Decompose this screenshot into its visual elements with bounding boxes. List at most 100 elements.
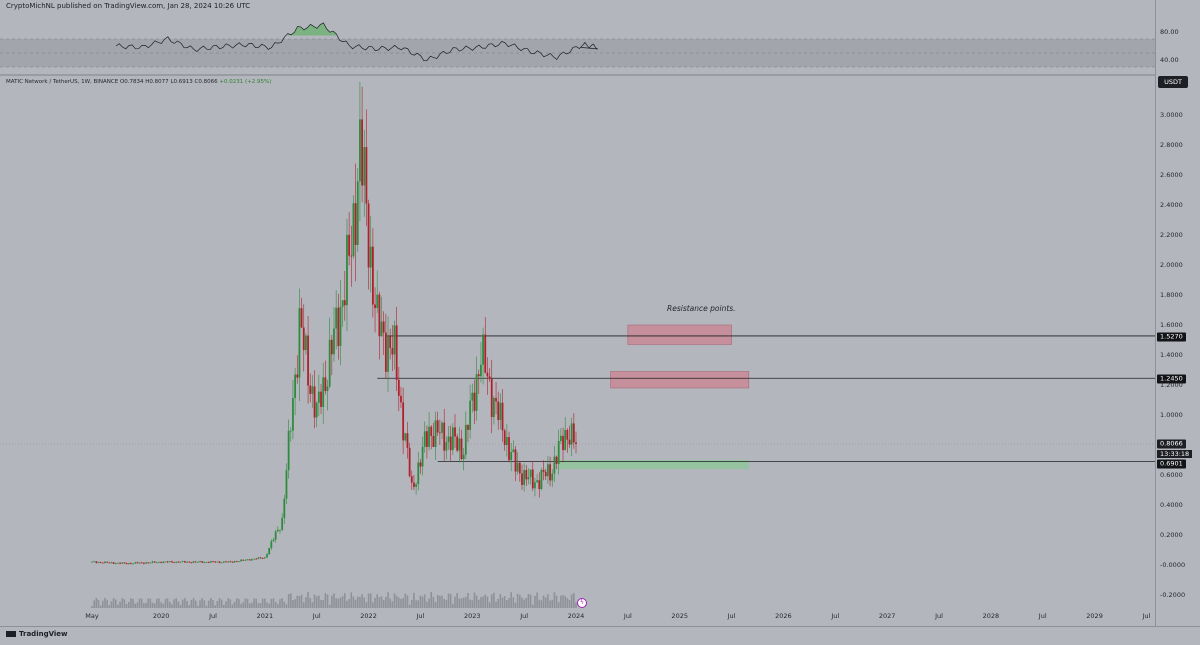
volume-bar	[484, 594, 487, 608]
candle-body	[289, 430, 292, 432]
candle-body	[443, 422, 446, 451]
volume-bar	[240, 603, 242, 608]
time-tick-label: Jul	[520, 612, 529, 620]
volume-bar	[104, 598, 106, 608]
volume-bar	[514, 602, 517, 608]
volume-bar	[376, 594, 379, 608]
price-tick-label: 0.6000	[1160, 471, 1183, 479]
candle-body	[536, 480, 539, 483]
volume-bar	[162, 603, 165, 608]
candle-body	[525, 470, 528, 480]
candle-body	[145, 562, 147, 564]
candle-body	[153, 561, 156, 563]
pane-separator[interactable]	[0, 74, 1200, 76]
candle-body	[458, 438, 461, 451]
volume-bar	[140, 598, 143, 608]
volume-bar	[488, 602, 491, 608]
candle-body	[266, 554, 268, 558]
volume-bar	[462, 597, 465, 608]
candle-body	[194, 561, 197, 563]
volume-bar	[529, 594, 532, 608]
candle-body	[231, 561, 234, 563]
rsi-overbought-fill	[287, 22, 337, 36]
volume-bar	[233, 601, 236, 608]
candle-body	[492, 397, 495, 418]
volume-bar	[452, 603, 454, 608]
candle-body	[205, 561, 208, 563]
candle-body	[374, 304, 376, 309]
candle-body	[538, 480, 541, 489]
volume-bar	[292, 599, 294, 608]
volume-bar	[460, 598, 463, 608]
candle-body	[324, 377, 327, 392]
candle-body	[99, 562, 102, 564]
candle-body	[501, 402, 504, 431]
volume-bar	[134, 603, 137, 608]
volume-bar	[181, 599, 184, 608]
candle-body	[518, 462, 521, 474]
volume-bar	[296, 595, 299, 608]
candle-body	[149, 562, 152, 564]
volume-bar	[339, 597, 342, 608]
candle-body	[387, 336, 389, 372]
volume-bar	[439, 595, 441, 608]
volume-bar	[350, 592, 353, 608]
candle-body	[320, 391, 322, 407]
candle-body	[302, 327, 305, 351]
price-axis[interactable]	[1155, 0, 1200, 626]
volume-bar	[365, 602, 368, 608]
volume-bar	[421, 596, 424, 608]
volume-bar	[268, 603, 270, 608]
tradingview-logo[interactable]: TradingView	[6, 630, 68, 638]
time-tick-label: 2027	[878, 612, 896, 620]
time-tick-label: Jul	[416, 612, 425, 620]
volume-bar	[130, 598, 132, 608]
volume-bar	[207, 600, 210, 608]
volume-bar	[516, 593, 519, 608]
time-tick-label: Jul	[1142, 612, 1151, 620]
time-axis-bar[interactable]	[0, 626, 1200, 645]
volume-bar	[238, 599, 240, 608]
candle-body	[315, 402, 318, 418]
candle-body	[257, 557, 260, 559]
candle-body	[445, 441, 448, 451]
candle-body	[164, 561, 167, 563]
candle-body	[570, 423, 573, 445]
volume-bar	[318, 595, 320, 608]
volume-bar	[389, 598, 391, 608]
volume-bar	[143, 603, 145, 608]
candle-body	[341, 300, 344, 307]
price-tick-label: 0.4000	[1160, 501, 1183, 509]
candle-body	[572, 423, 575, 443]
volume-bar	[497, 598, 500, 608]
candle-body	[549, 464, 551, 481]
candle-body	[160, 561, 163, 563]
volume-bar	[436, 594, 439, 608]
volume-bar	[501, 597, 504, 608]
volume-bar	[261, 598, 264, 608]
volume-bar	[555, 595, 558, 608]
volume-bar	[402, 598, 404, 608]
price-tick-label: 3.0000	[1160, 111, 1183, 119]
volume-bar	[333, 593, 335, 608]
volume-bar	[499, 594, 502, 608]
event-marker-icon[interactable]: ϟ	[577, 598, 587, 608]
volume-bar	[378, 597, 381, 608]
candle-body	[395, 325, 398, 380]
volume-bar	[536, 592, 538, 608]
volume-bar	[285, 604, 288, 608]
candle-body	[484, 334, 487, 373]
time-tick-label: 2020	[152, 612, 170, 620]
volume-bar	[244, 598, 247, 608]
candle-body	[488, 376, 491, 379]
legend-open: O0.7834	[119, 79, 144, 85]
volume-bar	[328, 604, 331, 608]
currency-button[interactable]: USDT	[1158, 76, 1188, 88]
candle-body	[400, 395, 402, 403]
candle-body	[199, 561, 201, 563]
candle-body	[330, 339, 333, 355]
volume-bar	[229, 599, 232, 608]
volume-bar	[449, 593, 452, 608]
candle-body	[227, 561, 230, 563]
